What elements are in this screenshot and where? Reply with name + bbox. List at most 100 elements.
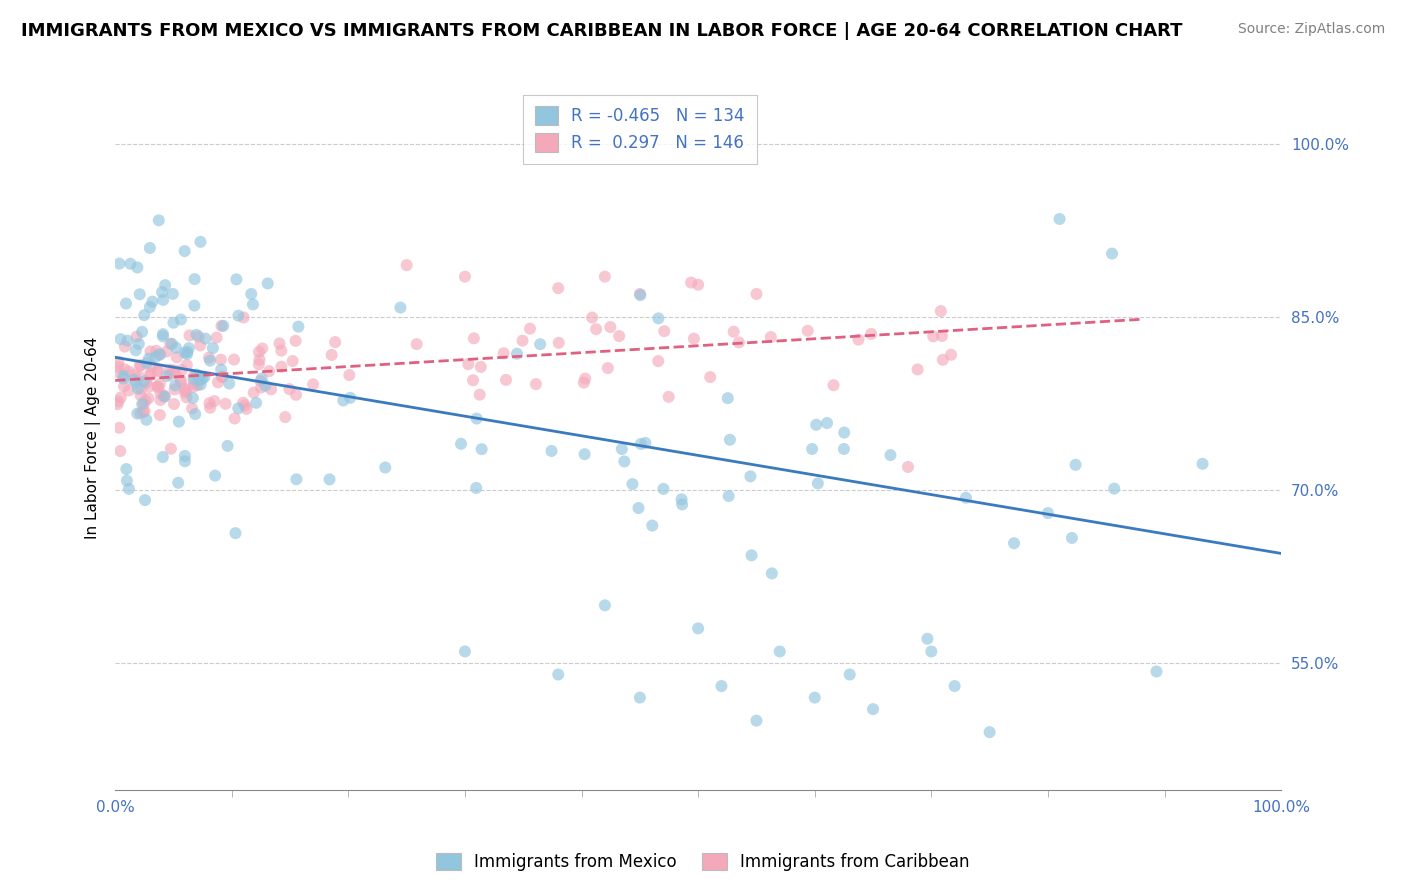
Point — [339, 391, 361, 405]
Point — [593, 269, 616, 284]
Point — [156, 369, 179, 384]
Point — [188, 373, 211, 387]
Point — [191, 372, 214, 386]
Point — [332, 393, 354, 408]
Point — [260, 383, 283, 397]
Point — [174, 454, 197, 468]
Point — [671, 492, 693, 507]
Point — [110, 391, 132, 405]
Point — [146, 380, 169, 394]
Point — [249, 374, 271, 388]
Point — [159, 362, 181, 376]
Point — [141, 359, 163, 373]
Point — [284, 334, 307, 348]
Point — [688, 621, 710, 635]
Point — [118, 482, 141, 496]
Point — [647, 311, 669, 326]
Point — [125, 329, 148, 343]
Point — [269, 336, 291, 351]
Point — [671, 498, 693, 512]
Point — [115, 296, 138, 310]
Point — [209, 352, 232, 367]
Point — [141, 294, 163, 309]
Point — [769, 644, 792, 658]
Point — [132, 405, 155, 419]
Point — [107, 397, 129, 411]
Point — [159, 368, 181, 382]
Point — [270, 343, 292, 358]
Point — [848, 333, 870, 347]
Point — [139, 241, 162, 255]
Point — [176, 384, 198, 398]
Point — [862, 702, 884, 716]
Point — [128, 287, 150, 301]
Point — [131, 325, 153, 339]
Point — [162, 316, 184, 330]
Point — [153, 389, 176, 403]
Point — [524, 377, 547, 392]
Point — [634, 435, 657, 450]
Point — [152, 389, 174, 403]
Legend: Immigrants from Mexico, Immigrants from Caribbean: Immigrants from Mexico, Immigrants from … — [427, 845, 979, 880]
Point — [454, 644, 477, 658]
Point — [153, 278, 176, 293]
Point — [176, 347, 198, 361]
Point — [979, 725, 1001, 739]
Point — [717, 489, 740, 503]
Point — [593, 599, 616, 613]
Point — [134, 404, 156, 418]
Point — [134, 393, 156, 408]
Point — [108, 257, 131, 271]
Point — [162, 286, 184, 301]
Point — [281, 354, 304, 368]
Point — [129, 388, 152, 402]
Point — [1049, 211, 1071, 226]
Point — [138, 392, 160, 406]
Point — [166, 351, 188, 365]
Point — [652, 324, 675, 338]
Point — [652, 482, 675, 496]
Point — [254, 378, 277, 392]
Point — [198, 353, 221, 368]
Point — [699, 370, 721, 384]
Point — [167, 475, 190, 490]
Point — [939, 348, 962, 362]
Point — [186, 378, 208, 392]
Point — [211, 369, 233, 384]
Point — [183, 380, 205, 394]
Point — [183, 299, 205, 313]
Point — [183, 369, 205, 384]
Point — [278, 382, 301, 396]
Point — [250, 380, 273, 394]
Point — [287, 319, 309, 334]
Point — [139, 367, 162, 381]
Point — [184, 407, 207, 421]
Point — [181, 401, 204, 416]
Point — [572, 376, 595, 390]
Point — [127, 260, 149, 275]
Point — [134, 493, 156, 508]
Point — [190, 235, 212, 249]
Point — [256, 277, 278, 291]
Point — [188, 338, 211, 352]
Point — [149, 348, 172, 362]
Point — [129, 359, 152, 373]
Point — [807, 476, 830, 491]
Point — [120, 257, 142, 271]
Point — [1036, 506, 1059, 520]
Point — [127, 407, 149, 421]
Point — [495, 373, 517, 387]
Point — [270, 359, 292, 374]
Point — [110, 332, 132, 346]
Point — [860, 326, 883, 341]
Point — [209, 362, 232, 376]
Point — [454, 269, 477, 284]
Point — [245, 396, 267, 410]
Point — [932, 352, 955, 367]
Point — [179, 328, 201, 343]
Point — [163, 397, 186, 411]
Point — [214, 397, 236, 411]
Point — [153, 390, 176, 404]
Point — [190, 377, 212, 392]
Point — [152, 329, 174, 343]
